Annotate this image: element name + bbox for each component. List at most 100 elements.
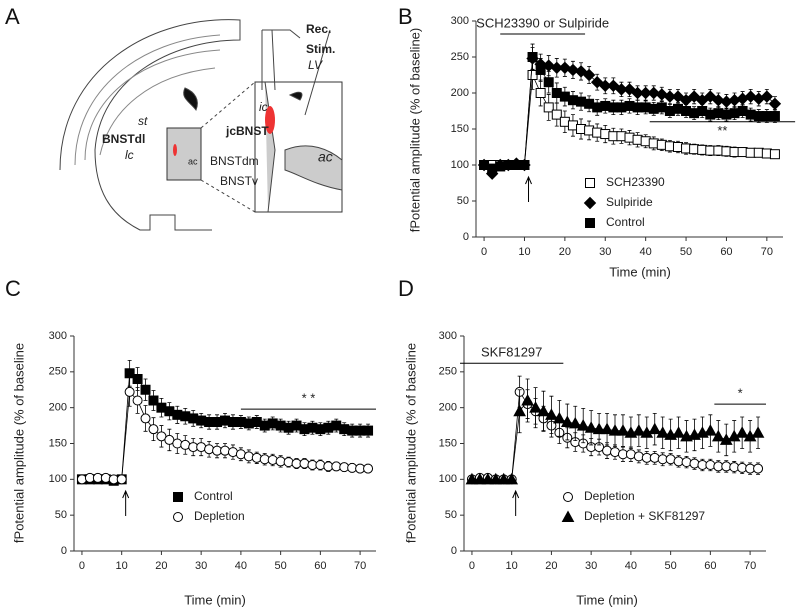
legend-label: SCH23390: [606, 175, 665, 189]
x-tick-label: 0: [79, 560, 85, 572]
electrodes: [261, 29, 331, 116]
label: jcBNST: [225, 124, 269, 138]
label: ic: [259, 100, 268, 114]
y-axis-label: fPotential amplitude (% of baseline: [11, 343, 26, 543]
stimulus-arrow: [122, 489, 130, 516]
panel-label: A: [5, 4, 20, 29]
legend-marker: [173, 492, 183, 502]
x-tick-label: 50: [680, 246, 692, 258]
marker: [489, 472, 503, 485]
marker: [608, 424, 622, 436]
x-tick-label: 10: [518, 246, 530, 258]
legend-label: Depletion + SKF81297: [584, 509, 705, 523]
marker: [584, 421, 598, 433]
label: st: [138, 114, 148, 128]
x-tick-label: 10: [506, 560, 518, 572]
marker: [649, 452, 660, 463]
marker: [560, 415, 574, 427]
label: Stim.: [306, 42, 335, 56]
y-tick-label: 300: [451, 15, 469, 27]
x-tick-label: 20: [545, 560, 557, 572]
y-tick-label: 0: [451, 545, 457, 557]
jcbnst-spot: [265, 106, 275, 134]
marker: [689, 458, 700, 469]
y-tick-label: 50: [445, 509, 457, 521]
y-tick-label: 150: [439, 437, 457, 449]
label: lc: [125, 148, 134, 162]
marker: [705, 460, 716, 470]
marker: [751, 426, 765, 438]
marker: [537, 404, 550, 417]
panel-a: [59, 19, 343, 231]
y-tick-label: 250: [49, 366, 67, 378]
legend-marker: [561, 510, 575, 522]
x-axis-label: Time (min): [184, 592, 246, 607]
marker: [735, 426, 749, 438]
y-tick-label: 100: [439, 473, 457, 485]
x-tick-label: 0: [481, 246, 487, 258]
marker: [663, 90, 677, 103]
x-tick-label: 40: [625, 560, 637, 572]
marker: [172, 438, 183, 449]
x-tick-label: 20: [155, 560, 167, 572]
y-axis-label: fPotential amplitude (% of baseline: [403, 343, 418, 543]
marker: [582, 68, 596, 82]
marker: [687, 90, 701, 103]
x-tick-label: 40: [640, 246, 652, 258]
x-tick-label: 40: [235, 560, 247, 572]
marker: [251, 452, 262, 463]
y-tick-label: 200: [49, 402, 67, 414]
y-tick-label: 150: [451, 123, 469, 135]
marker: [615, 83, 628, 96]
marker: [116, 474, 127, 485]
marker: [633, 451, 644, 462]
y-tick-label: 250: [439, 366, 457, 378]
marker: [753, 463, 764, 474]
y-tick-label: 300: [439, 330, 457, 342]
marker: [631, 86, 644, 100]
annotation: *: [738, 386, 743, 401]
marker: [760, 90, 774, 103]
marker: [602, 445, 613, 456]
marker: [267, 454, 278, 465]
marker: [553, 411, 566, 424]
lv-mark: [288, 91, 303, 101]
marker: [315, 460, 326, 470]
ventricle: [183, 87, 198, 112]
x-tick-label: 50: [275, 560, 287, 572]
legend-label: Sulpiride: [606, 195, 653, 209]
marker: [140, 413, 151, 424]
legend-marker: [585, 178, 595, 188]
stimulus-arrow: [525, 175, 532, 202]
x-tick-label: 0: [469, 560, 475, 572]
marker: [204, 444, 215, 455]
legend-label: Control: [194, 489, 233, 503]
panel-label: C: [5, 276, 21, 301]
marker: [599, 79, 612, 93]
legend-label: Depletion: [584, 489, 635, 503]
y-axis-label: fPotential amplitude (% of baseline): [407, 28, 422, 233]
legend-marker: [585, 218, 595, 228]
marker: [655, 88, 669, 101]
marker: [513, 404, 526, 417]
y-tick-label: 100: [49, 473, 67, 485]
y-tick-label: 200: [451, 87, 469, 99]
marker: [465, 472, 479, 485]
marker: [543, 77, 554, 88]
x-tick-label: 30: [599, 246, 611, 258]
marker: [148, 424, 159, 435]
x-axis-label: Time (min): [576, 592, 638, 607]
marker: [283, 457, 294, 468]
marker: [363, 425, 374, 436]
marker: [505, 472, 519, 485]
marker: [632, 424, 646, 436]
x-tick-label: 30: [195, 560, 207, 572]
marker: [76, 474, 87, 485]
marker: [545, 408, 558, 420]
marker: [550, 61, 563, 75]
marker: [497, 472, 511, 485]
marker: [148, 395, 159, 406]
marker: [543, 102, 554, 113]
marker: [568, 416, 582, 429]
stimulus-arrow: [512, 489, 520, 516]
